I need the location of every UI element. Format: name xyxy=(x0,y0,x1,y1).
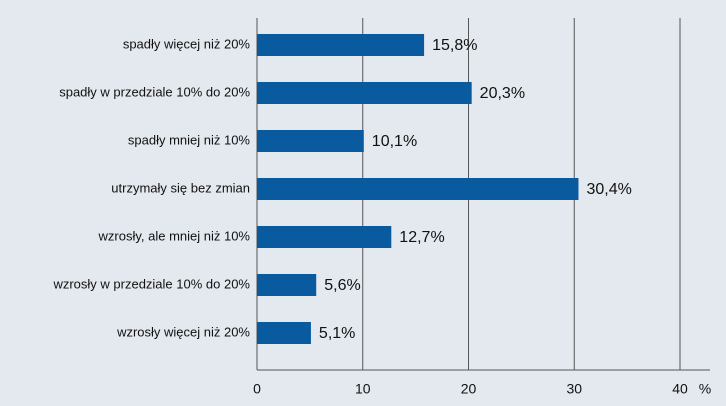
category-label: wzrosły, ale mniej niż 10% xyxy=(98,228,251,243)
category-label: wzrosły w przedziale 10% do 20% xyxy=(52,276,250,291)
category-label: spadły mniej niż 10% xyxy=(128,132,251,147)
category-label: utrzymały się bez zmian xyxy=(111,180,250,195)
value-label: 15,8% xyxy=(432,37,477,54)
x-tick-label: 30 xyxy=(566,381,582,397)
bar xyxy=(257,274,317,296)
bar xyxy=(257,82,472,104)
value-label: 30,4% xyxy=(586,181,631,198)
value-label: 5,6% xyxy=(324,277,360,294)
value-label: 12,7% xyxy=(399,229,444,246)
category-label: spadły więcej niż 20% xyxy=(123,36,251,51)
value-label: 10,1% xyxy=(372,133,417,150)
x-tick-label: 10 xyxy=(355,381,371,397)
bar xyxy=(257,322,311,344)
category-label: wzrosły więcej niż 20% xyxy=(116,324,250,339)
x-tick-label: 40 xyxy=(672,381,688,397)
value-label: 20,3% xyxy=(480,85,525,102)
bar xyxy=(257,226,392,248)
x-axis-label: % xyxy=(699,381,711,397)
value-label: 5,1% xyxy=(319,325,355,342)
x-tick-label: 20 xyxy=(461,381,477,397)
bar xyxy=(257,130,364,152)
category-label: spadły w przedziale 10% do 20% xyxy=(59,84,250,99)
bar xyxy=(257,34,425,56)
bar xyxy=(257,178,579,200)
x-tick-label: 0 xyxy=(253,381,261,397)
